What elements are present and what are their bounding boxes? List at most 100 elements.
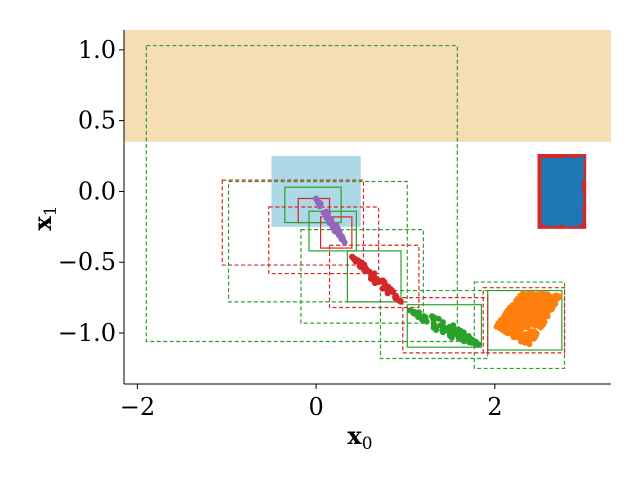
reach-box-9 [221, 179, 365, 266]
series-4-point [531, 322, 538, 329]
series-2-point [397, 298, 404, 305]
series-5-point [552, 176, 559, 183]
series-4-point [521, 294, 527, 301]
series-4-point [527, 309, 534, 316]
x-tick-label: −2 [120, 393, 155, 421]
series-1-point [338, 234, 344, 241]
series-1-point [325, 209, 332, 216]
series-5-point [557, 181, 564, 187]
series-1-point [332, 227, 338, 233]
series-4-point [509, 313, 516, 320]
series-5-point [561, 214, 568, 221]
series-4-point [517, 328, 524, 335]
series-4-point [552, 292, 558, 299]
reach-box-12 [300, 229, 424, 324]
reach-box-11 [268, 206, 380, 275]
series-4-point [514, 317, 521, 324]
series-4-point [531, 294, 538, 301]
series-5-point [572, 211, 579, 217]
series-5-point [578, 160, 585, 167]
series-2-point [376, 278, 383, 285]
series-1-point [313, 195, 320, 202]
series-5-point [576, 205, 583, 211]
region-unsafe-band [124, 30, 611, 142]
region-initial-set [271, 156, 361, 227]
series-4 [493, 290, 563, 348]
series-3-point [419, 317, 426, 324]
series-5-point [549, 158, 556, 165]
y-tick-label: 0.0 [78, 177, 116, 205]
series-5-point [558, 161, 565, 168]
series-5-point [541, 180, 548, 187]
series-2-point [387, 287, 394, 294]
series-3-point [456, 330, 463, 337]
reach-box-4 [308, 210, 357, 252]
series-5-point [541, 169, 548, 176]
y-tick-label: 1.0 [78, 36, 116, 64]
series-4-point [521, 312, 528, 319]
series-5-point [563, 179, 570, 186]
series-4-point [544, 313, 551, 320]
series-5-point [575, 191, 582, 198]
series-2-point [349, 253, 355, 260]
series-4-point [497, 325, 503, 332]
reach-box-13 [328, 244, 420, 309]
series-3-point [420, 313, 427, 320]
series-4-point [525, 322, 532, 329]
y-axis: 1.0 0.5 0.0 −0.5 −1.0 [58, 36, 124, 347]
reach-box-17 [482, 287, 566, 354]
series-5-point [558, 203, 565, 210]
series-4-point [518, 334, 525, 341]
series-5-point [556, 195, 562, 202]
series-5-point [567, 171, 574, 178]
series-5-point [545, 173, 552, 180]
series-4-point [510, 327, 517, 334]
series-5-point [576, 185, 583, 192]
series-3-point [435, 315, 442, 322]
series-5-point [547, 193, 554, 199]
series-4-point [510, 332, 517, 339]
series-1-point [341, 239, 348, 246]
series-5-point [551, 165, 558, 172]
series-5-point [565, 219, 572, 225]
series-5-point [559, 167, 565, 174]
y-tick-label: 0.5 [78, 107, 116, 135]
series-5-point [571, 204, 578, 211]
series-4-point [525, 317, 531, 324]
series-2 [349, 253, 404, 305]
series-5-point [545, 218, 552, 225]
reach-box-15 [402, 297, 489, 354]
series-4-point [514, 300, 521, 307]
series-4-point [523, 334, 530, 341]
series-2-point [371, 270, 378, 277]
series-5-point [578, 174, 585, 181]
y-tick-label: −1.0 [58, 319, 116, 347]
series-4-point [507, 307, 513, 314]
series-5-point [568, 161, 574, 168]
reach-box-8 [145, 44, 458, 343]
x-tick-label: 2 [487, 393, 502, 421]
series-5-point [569, 177, 576, 184]
series-3-point [430, 316, 437, 323]
series-5-point [551, 200, 558, 207]
series-3-point [440, 329, 446, 336]
series-4-point [520, 323, 527, 330]
series-5-point [569, 186, 576, 193]
series-5-point [563, 198, 570, 205]
series-2-point [356, 263, 363, 270]
series-2-point [361, 261, 368, 268]
series-5-point [544, 159, 551, 166]
series-3-point [450, 322, 457, 329]
x-axis-label: x0 [347, 421, 372, 454]
series-4-point [537, 316, 544, 322]
series-3-point [433, 327, 440, 333]
series-5-point [569, 215, 576, 222]
series-5-point [565, 209, 572, 216]
series-4-point [533, 306, 540, 313]
series-4-point [521, 301, 528, 308]
reach-box-6 [406, 304, 483, 348]
series-2-point [367, 275, 374, 282]
series-3-point [460, 329, 467, 336]
y-tick-label: −0.5 [58, 248, 116, 276]
